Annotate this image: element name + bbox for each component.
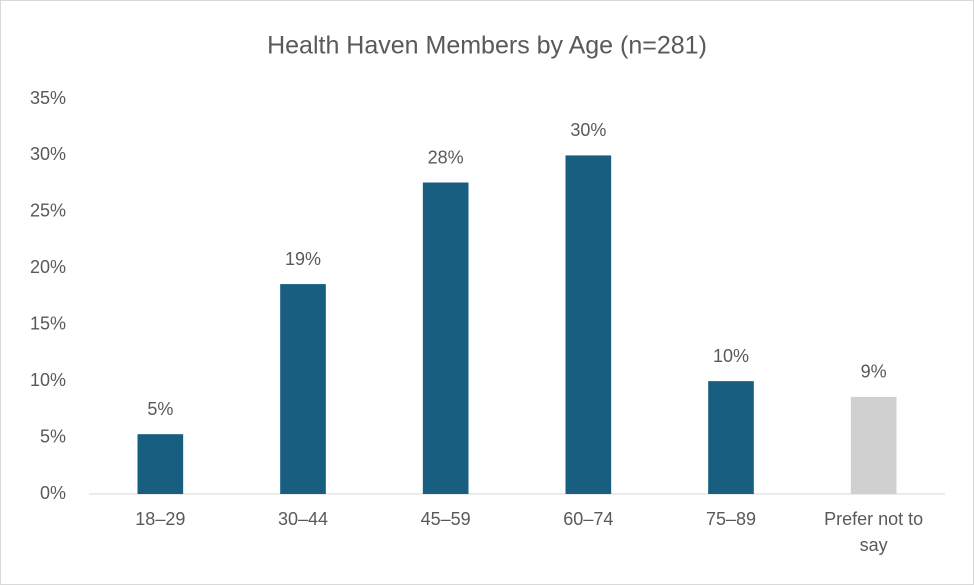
data-label: 10% — [713, 346, 749, 366]
x-tick-label: Prefer not to say — [824, 509, 924, 555]
bar — [280, 284, 326, 494]
bar — [422, 182, 469, 494]
bar — [850, 396, 897, 494]
data-label: 5% — [147, 399, 173, 419]
data-label: 30% — [570, 120, 606, 140]
y-tick-label: 15% — [30, 313, 66, 333]
bar — [137, 434, 184, 494]
data-label: 9% — [861, 362, 887, 382]
y-tick-label: 35% — [30, 88, 66, 108]
chart-title: Health Haven Members by Age (n=281) — [267, 32, 707, 60]
data-label: 28% — [428, 147, 464, 167]
bar — [565, 155, 612, 494]
y-tick-label: 25% — [30, 201, 66, 221]
x-tick-label: 45–59 — [420, 509, 471, 529]
y-tick-label: 10% — [30, 370, 66, 390]
y-tick-label: 20% — [30, 257, 66, 277]
x-tick-label: 75–89 — [705, 509, 757, 529]
y-tick-label: 30% — [30, 144, 66, 164]
x-tick-label: 60–74 — [563, 509, 614, 529]
data-label: 19% — [285, 249, 321, 269]
x-tick-label: 30–44 — [277, 509, 329, 529]
bar — [708, 381, 754, 494]
x-tick-label: 18–29 — [135, 509, 186, 529]
y-tick-label: 5% — [40, 426, 66, 446]
y-tick-label: 0% — [40, 483, 66, 503]
